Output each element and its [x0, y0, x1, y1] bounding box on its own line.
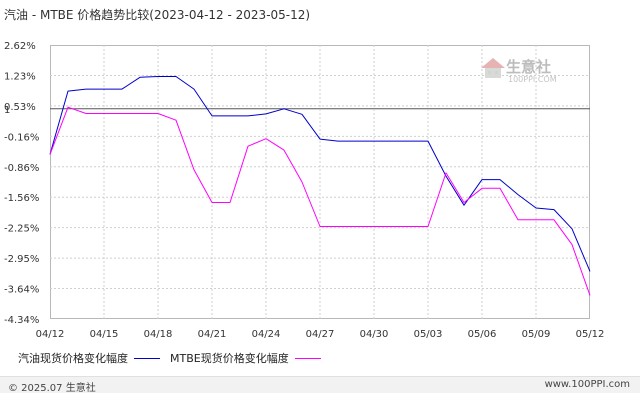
y-tick-label: -3.64% — [4, 285, 39, 296]
watermark-subtext: 100PPI.COM — [508, 75, 557, 84]
legend-label-gasoline: 汽油现货价格变化幅度 — [18, 352, 128, 365]
x-tick-label: 04/15 — [90, 329, 119, 340]
legend-swatch-mtbe — [294, 357, 321, 359]
footer-bar: © 2025.07 生意社 www.100PPI.com — [0, 376, 640, 394]
legend-item-mtbe: MTBE现货价格变化幅度 — [170, 350, 321, 366]
y-tick-label: 1 — [4, 105, 10, 116]
house-icon — [481, 58, 505, 78]
y-tick-label: -2.95% — [4, 254, 39, 265]
watermark-logo: 生意社 100PPI.COM — [480, 54, 576, 88]
y-tick-label: -0.86% — [4, 163, 39, 174]
chart-svg: 2.62% 1 1.23% 0.53% -0.16% -0.86% -1.56% -2.25%… — [4, 41, 605, 340]
watermark-text: 生意社 — [506, 58, 552, 76]
x-tick-label: 04/24 — [252, 329, 281, 340]
y-tick-label: 0.53% — [4, 102, 36, 113]
x-tick-label: 05/06 — [468, 329, 497, 340]
x-tick-label: 05/09 — [522, 329, 551, 340]
legend-swatch-gasoline — [134, 357, 160, 359]
x-tick-label: 04/30 — [360, 329, 389, 340]
x-tick-label: 05/12 — [576, 329, 605, 340]
x-tick-label: 04/12 — [36, 329, 65, 340]
y-tick-label: -1.56% — [4, 193, 39, 204]
x-tick-label: 05/03 — [414, 329, 443, 340]
copyright-text: © 2025.07 生意社 — [8, 383, 96, 394]
y-tick-label: -4.34% — [4, 315, 39, 326]
site-link[interactable]: www.100PPI.com — [544, 379, 630, 390]
x-tick-label: 04/18 — [144, 329, 173, 340]
legend-item-gasoline: 汽油现货价格变化幅度 — [18, 350, 160, 366]
legend-label-mtbe: MTBE现货价格变化幅度 — [170, 352, 289, 365]
y-tick-label: 1.23% — [4, 71, 36, 82]
y-tick-label: -2.25% — [4, 224, 39, 235]
x-tick-label: 04/27 — [306, 329, 335, 340]
y-tick-label: -0.16% — [4, 132, 39, 143]
gasoline-series-line — [49, 76, 591, 272]
mtbe-series-line — [49, 106, 591, 296]
chart-title: 汽油 - MTBE 价格趋势比较(2023-04-12 - 2023-05-12… — [4, 8, 311, 22]
chart-legend: 汽油现货价格变化幅度 MTBE现货价格变化幅度 — [18, 350, 331, 366]
x-tick-label: 04/21 — [198, 329, 227, 340]
y-tick-label: 2.62% — [4, 41, 36, 52]
